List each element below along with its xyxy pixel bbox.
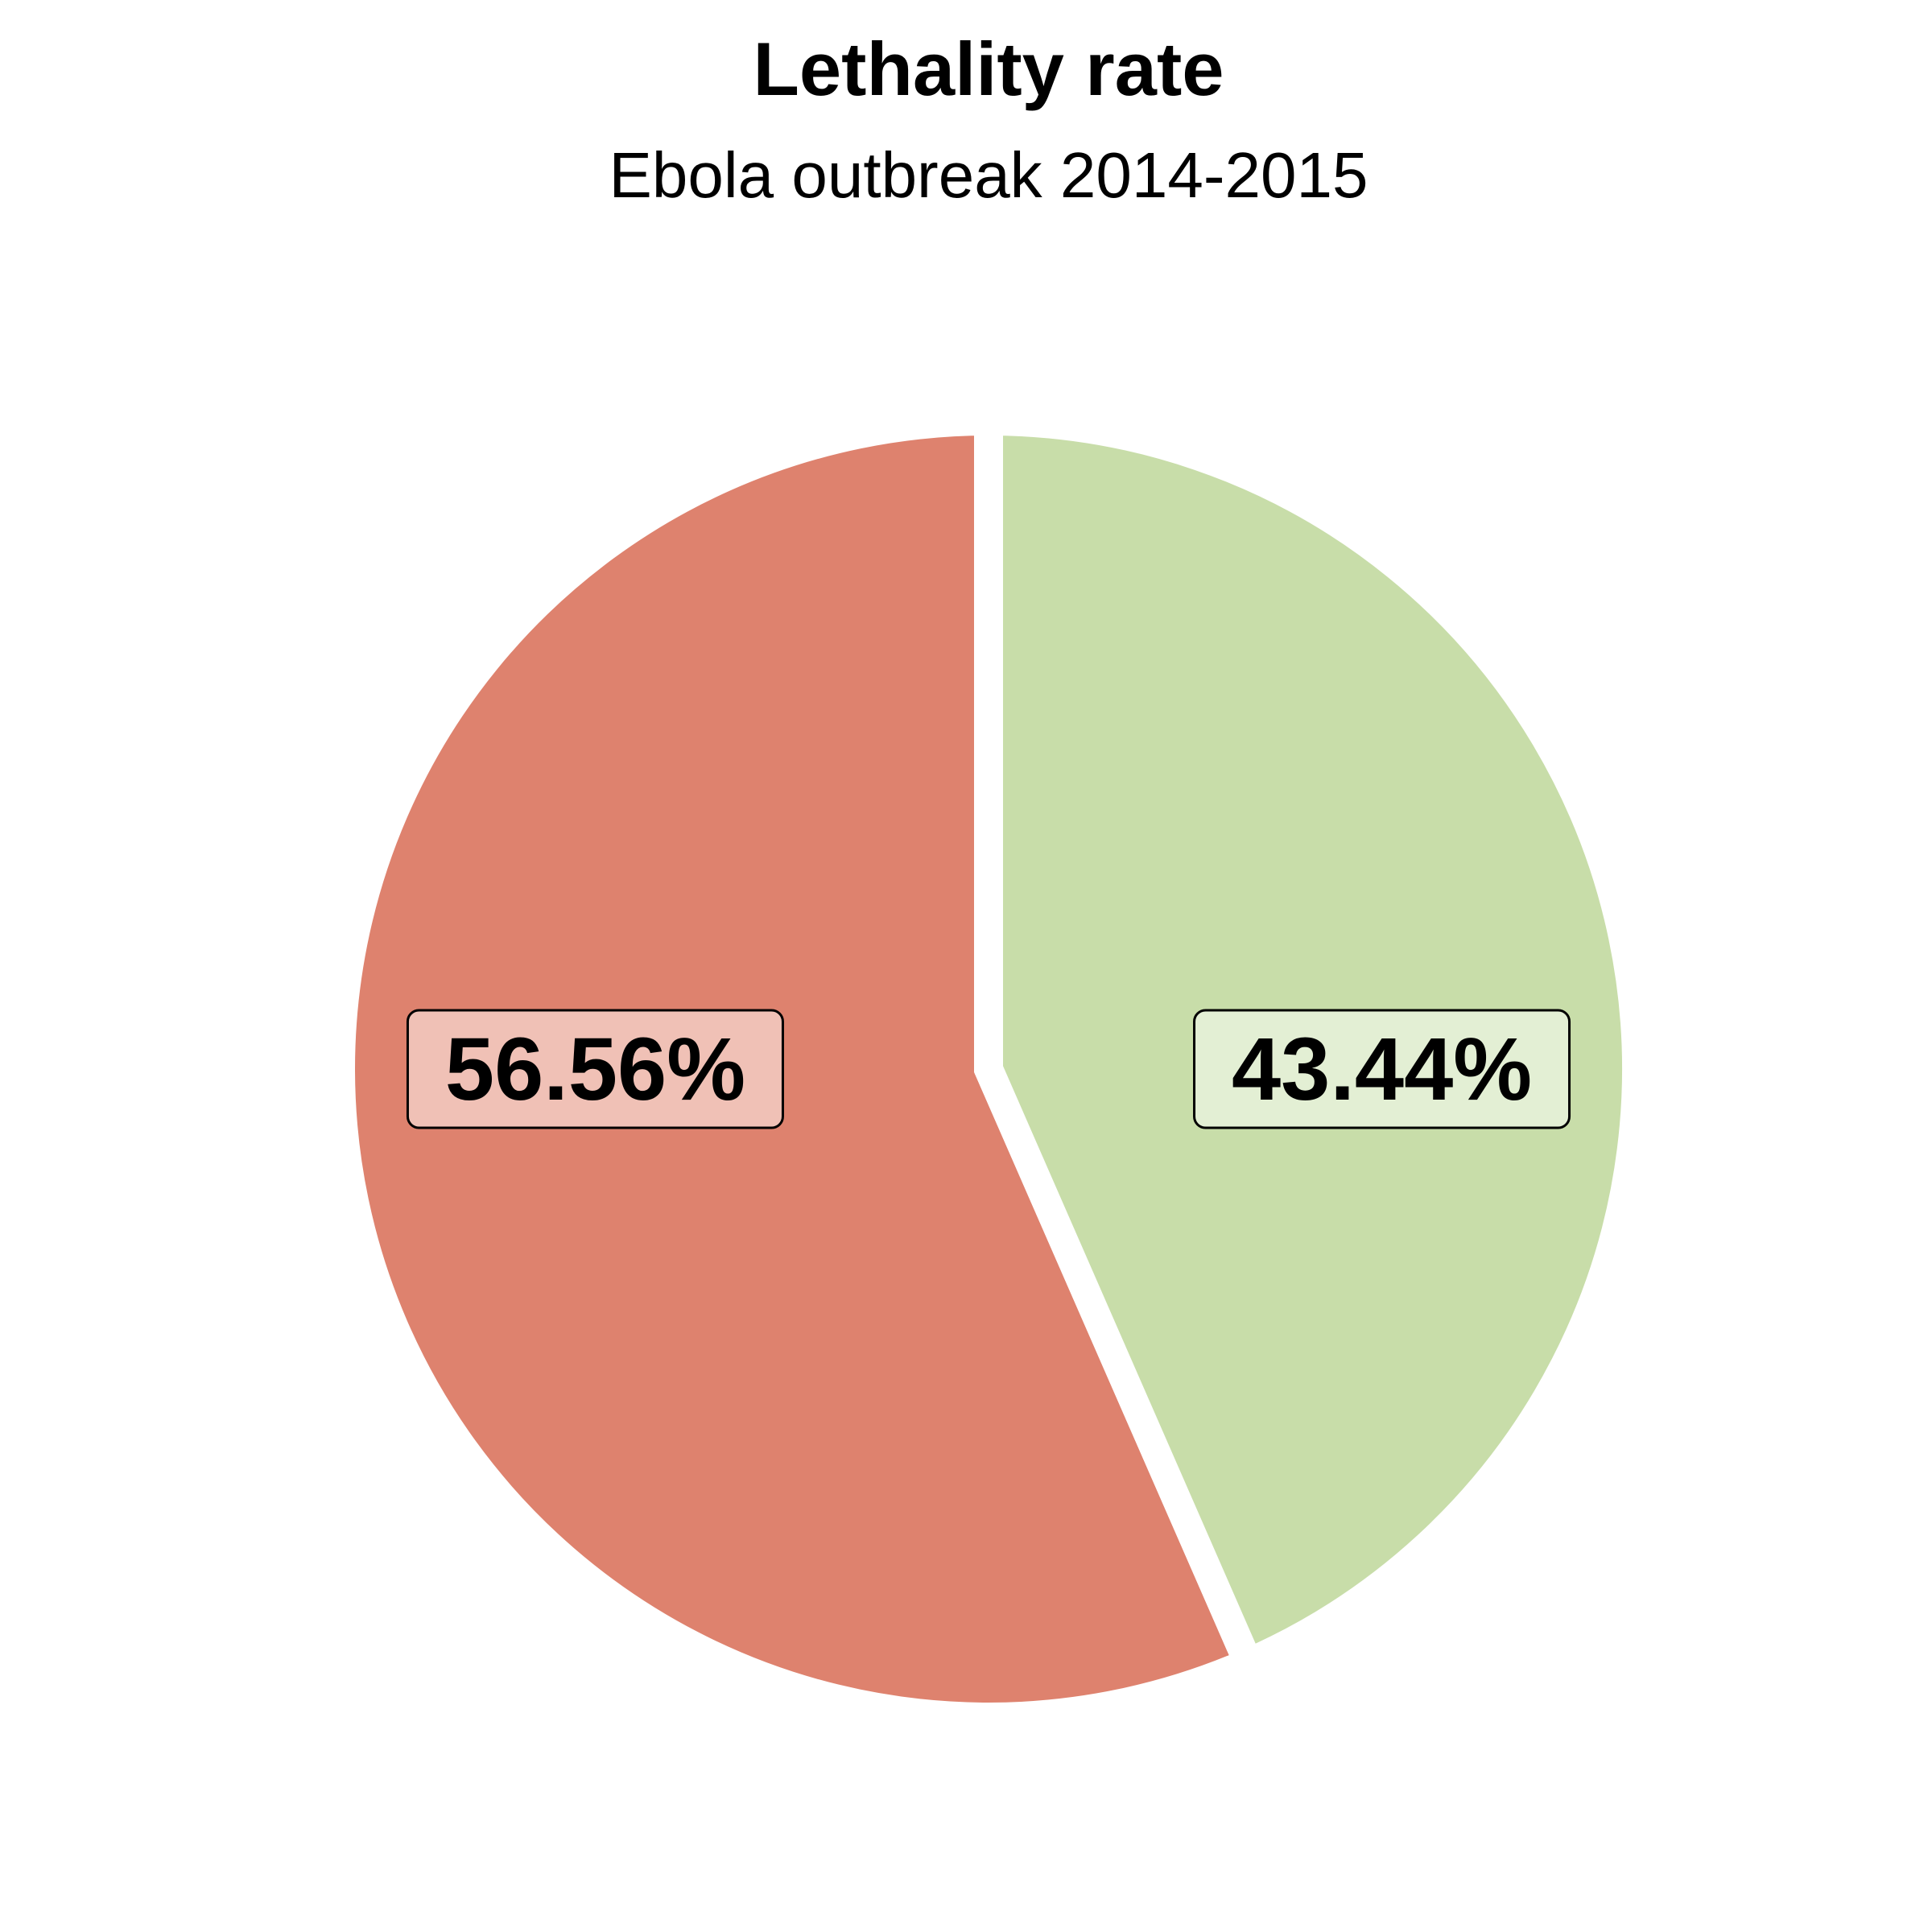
data-label-text-1: 56.56%: [445, 1020, 745, 1119]
pie-data-labels: 56.56% 43.44%: [406, 1009, 1571, 1129]
data-label-1: 56.56%: [406, 1009, 784, 1129]
data-label-2: 43.44%: [1193, 1009, 1571, 1129]
data-label-text-2: 43.44%: [1232, 1020, 1532, 1119]
data-label-box-1: [406, 1009, 784, 1129]
pie-slice-1: [326, 406, 1268, 1732]
data-label-box-2: [1193, 1009, 1571, 1129]
chart-subtitle: Ebola outbreak 2014-2015: [609, 139, 1368, 211]
chart-title: Lethality rate: [753, 27, 1224, 111]
